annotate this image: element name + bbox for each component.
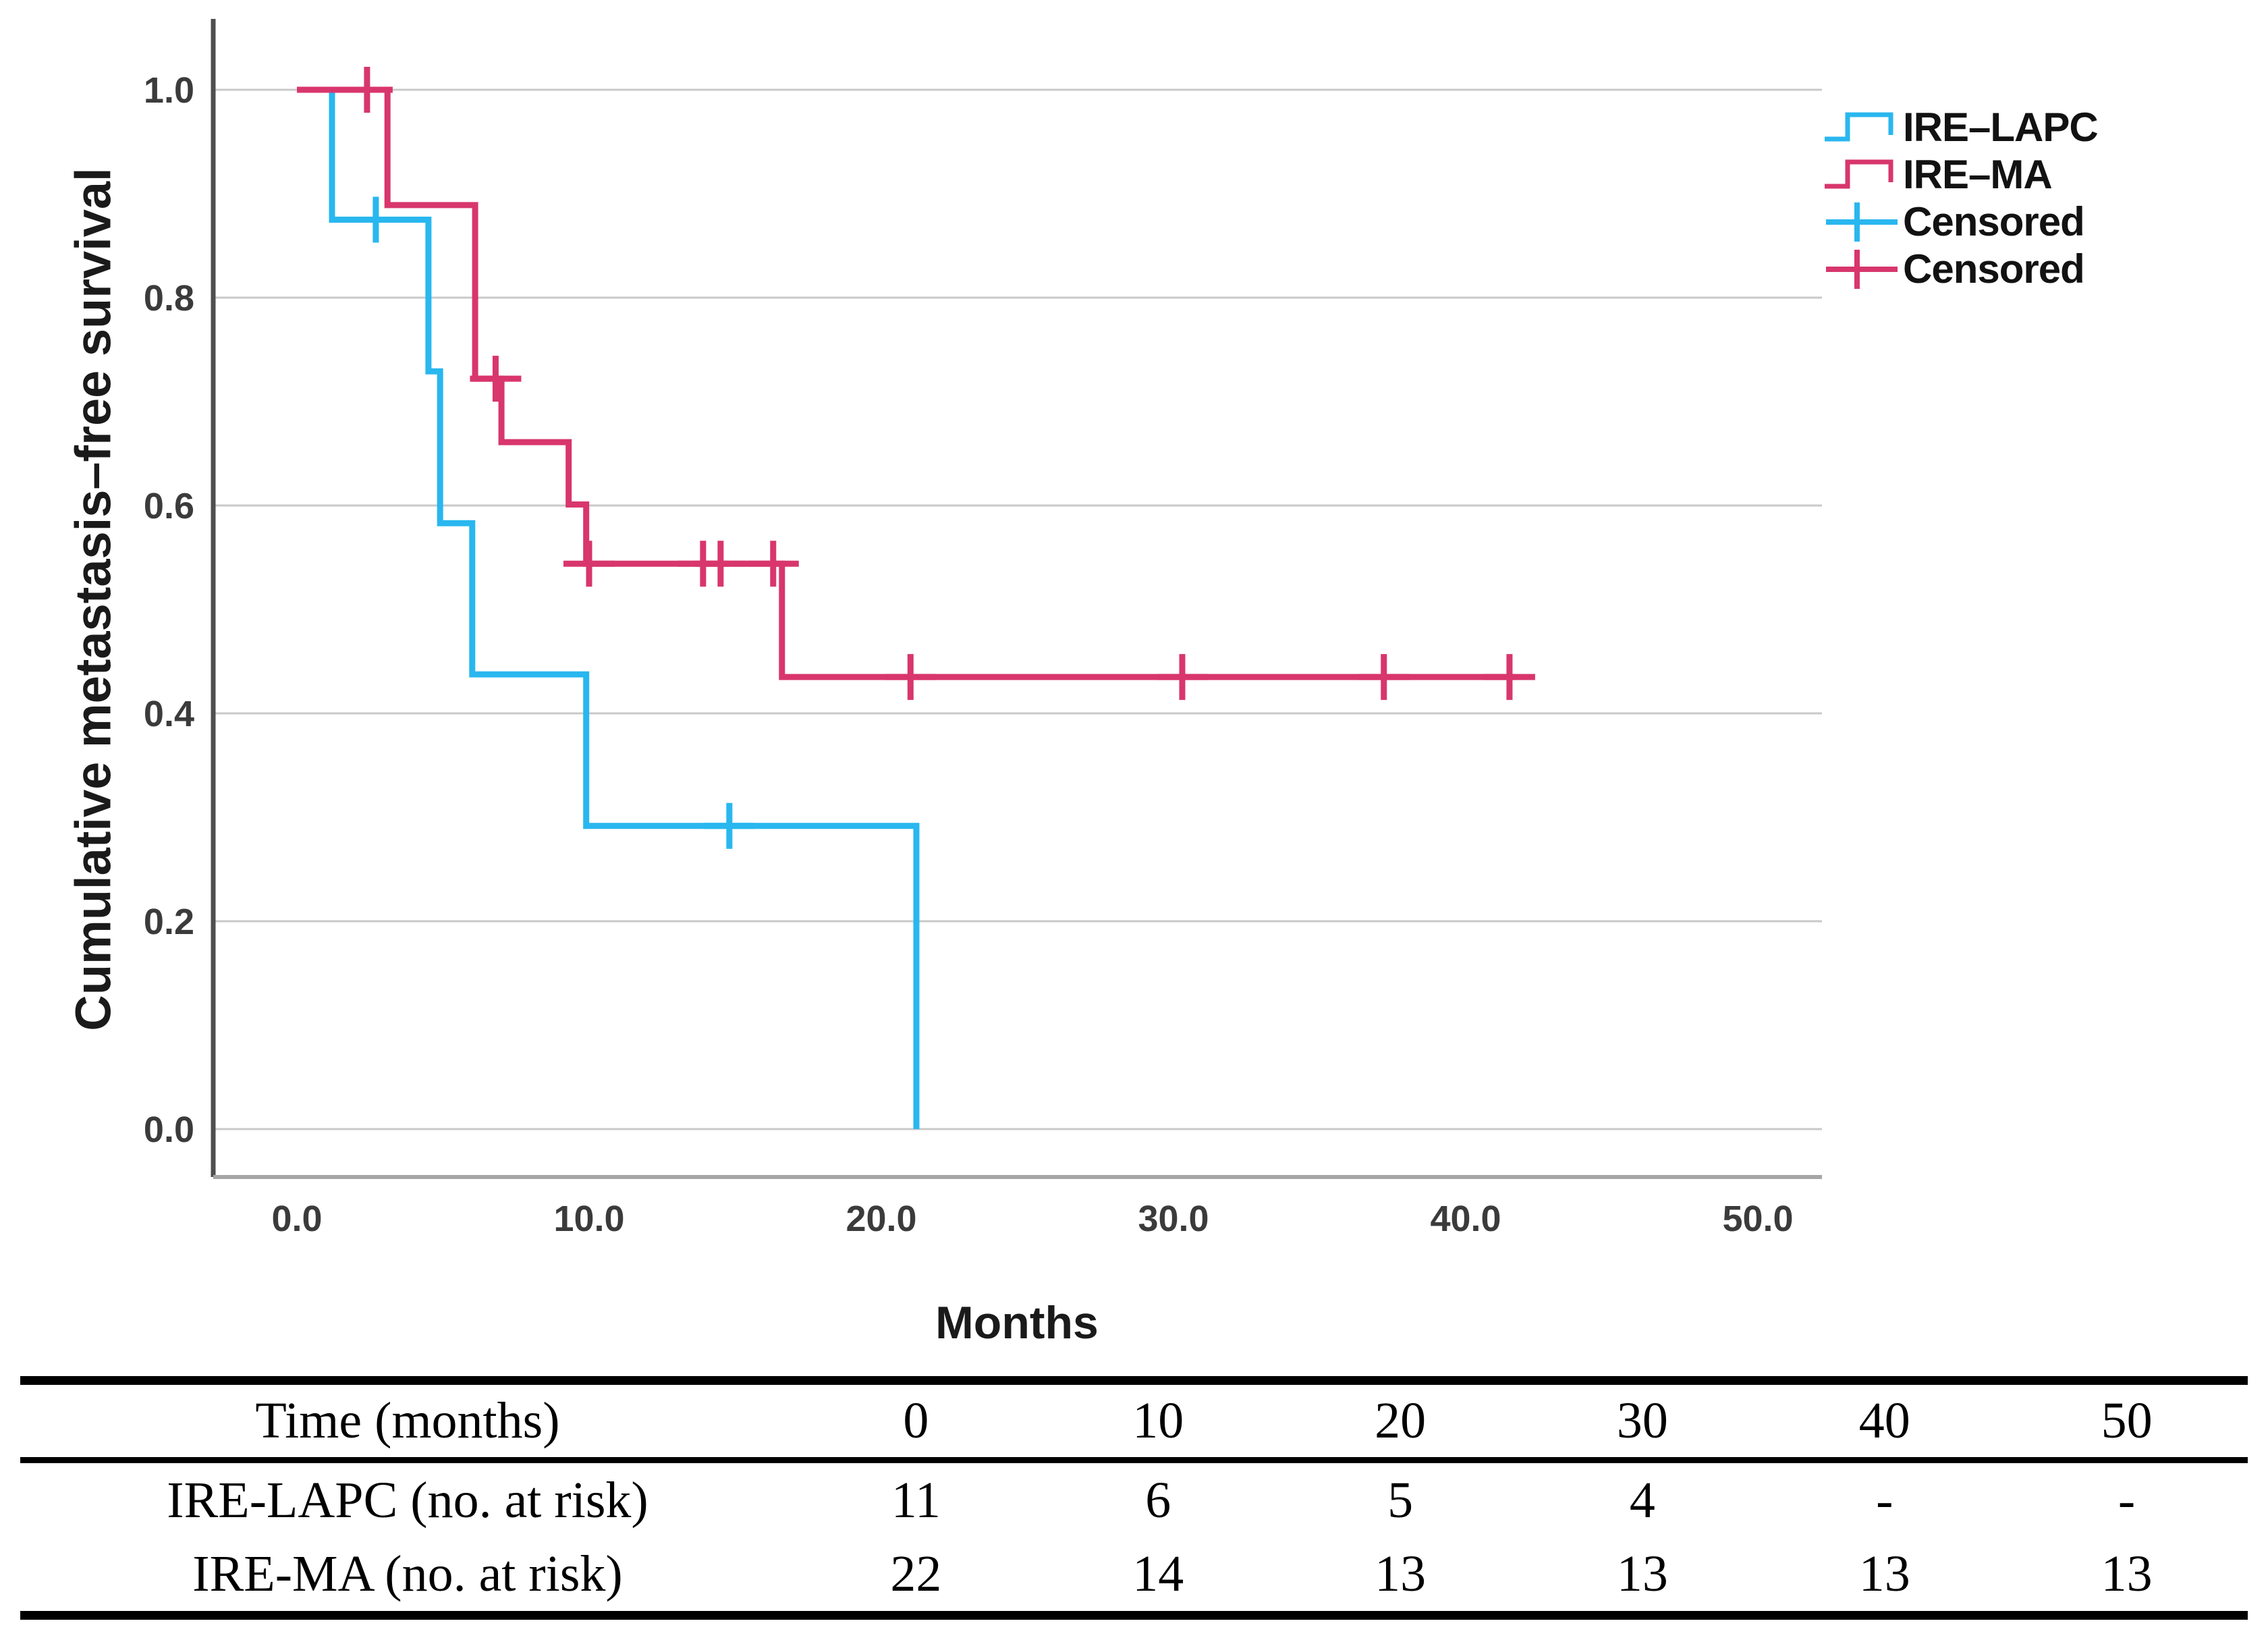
risk-table-time-header: 10: [1132, 1392, 1184, 1449]
legend-step-curve-icon: [1825, 159, 1893, 189]
risk-table-row: IRE-LAPC (no. at risk) 11 6 5 4 - -: [20, 1460, 2248, 1538]
risk-cell: -: [1876, 1471, 1893, 1529]
legend-censored-plus-icon: [1826, 202, 1898, 242]
risk-cell: 4: [1629, 1471, 1655, 1529]
legend: IRE–LAPC IRE–MA Censored Censored: [1822, 104, 2099, 293]
km-chart-canvas: 0.0 0.2 0.4 0.6 0.8 1.0 0.0 10.0 20.0 30.0 40.0 50.…: [144, 19, 1822, 1239]
risk-row-label: IRE-MA (no. at risk): [192, 1545, 623, 1603]
censor-mark-ire-lapc: [703, 802, 755, 849]
risk-table-row: IRE-MA (no. at risk) 22 14 13 13 13 13: [20, 1538, 2248, 1616]
risk-table-time-header: 40: [1858, 1392, 1910, 1449]
y-tick-label: 0.0: [144, 1110, 194, 1150]
risk-table-header-label: Time (months): [255, 1392, 560, 1449]
risk-cell: 6: [1145, 1471, 1171, 1529]
censor-mark-ire-ma: [1483, 654, 1535, 701]
risk-cell: 13: [1616, 1545, 1668, 1603]
legend-label: IRE–LAPC: [1903, 105, 2099, 150]
legend-item: Censored: [1822, 198, 2098, 246]
x-tick-label: 0.0: [271, 1199, 322, 1239]
legend-item: IRE–LAPC: [1822, 104, 2099, 151]
risk-cell: -: [2118, 1471, 2136, 1529]
y-tick-label: 0.2: [144, 902, 194, 942]
risk-table-header-row: Time (months) 0 10 20 30 40 50: [20, 1381, 2248, 1460]
censor-mark-ire-lapc: [350, 196, 402, 243]
x-axis-title: Months: [935, 1297, 1099, 1348]
censor-mark-ire-ma: [563, 541, 615, 587]
risk-row-label: IRE-LAPC (no. at risk): [167, 1471, 648, 1529]
risk-cell: 13: [2101, 1545, 2153, 1603]
risk-cell: 11: [891, 1471, 941, 1529]
legend-label: IRE–MA: [1903, 152, 2053, 197]
legend-item: IRE–MA: [1822, 151, 2098, 198]
risk-table-time-header: 20: [1375, 1392, 1427, 1449]
censor-mark-ire-ma: [1156, 654, 1208, 701]
km-curve-ire-lapc: [297, 86, 920, 1129]
x-tick-label: 50.0: [1722, 1199, 1793, 1239]
y-axis-title: Cumulative metastasis–free survival: [65, 167, 121, 1031]
x-tick-label: 40.0: [1430, 1199, 1501, 1239]
risk-cell: 22: [890, 1545, 942, 1603]
risk-table-time-header: 0: [903, 1392, 929, 1449]
censor-mark-ire-ma: [1358, 654, 1410, 701]
risk-table-time-header: 30: [1616, 1392, 1668, 1449]
risk-cell: 13: [1858, 1545, 1910, 1603]
censor-mark-ire-ma: [341, 67, 393, 113]
censor-mark-ire-ma: [885, 654, 937, 701]
legend-censored-plus-icon: [1826, 250, 1898, 289]
risk-table: Time (months) 0 10 20 30 40 50 IRE-LAPC (no. a…: [20, 1376, 2248, 1620]
risk-cell: 5: [1387, 1471, 1414, 1529]
y-tick-label: 1.0: [144, 70, 194, 111]
km-curve-ire-ma: [297, 86, 1516, 680]
legend-label: Censored: [1903, 199, 2085, 244]
censor-mark-ire-ma: [694, 541, 746, 587]
x-tick-label: 10.0: [553, 1199, 624, 1239]
censor-mark-ire-ma: [470, 356, 522, 402]
y-tick-label: 0.6: [144, 486, 194, 526]
y-tick-label: 0.8: [144, 278, 194, 319]
risk-table-time-header: 50: [2101, 1392, 2153, 1449]
legend-item: Censored: [1822, 246, 2098, 293]
censor-mark-ire-ma: [747, 541, 799, 587]
legend-label: Censored: [1903, 246, 2085, 292]
x-tick-label: 30.0: [1138, 1199, 1209, 1239]
legend-step-curve-icon: [1825, 112, 1893, 142]
risk-cell: 14: [1132, 1545, 1184, 1603]
x-tick-label: 20.0: [846, 1199, 916, 1239]
risk-cell: 13: [1375, 1545, 1427, 1603]
y-tick-label: 0.4: [144, 694, 194, 734]
